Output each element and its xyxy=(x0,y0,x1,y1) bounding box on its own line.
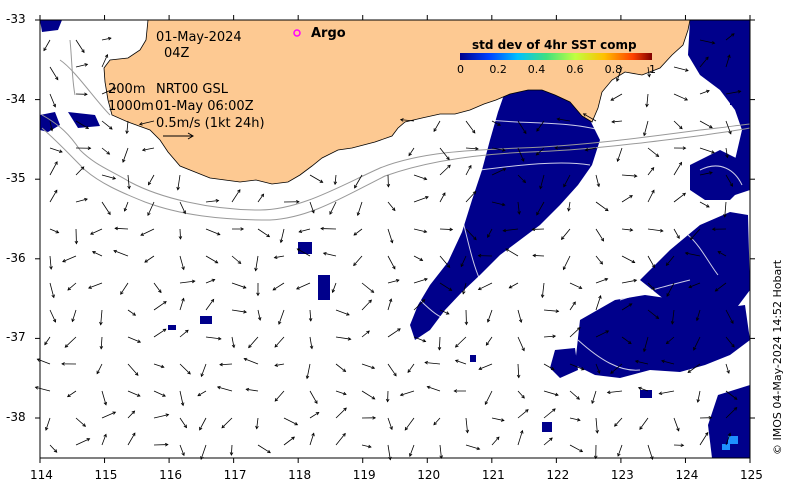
x-tick-label: 122 xyxy=(546,468,570,482)
x-tick-label: 124 xyxy=(675,468,699,482)
x-tick-label: 114 xyxy=(30,468,53,482)
x-tick-label: 125 xyxy=(740,468,763,482)
colorbar-tick: 0.6 xyxy=(566,63,584,76)
argo-label: Argo xyxy=(311,26,346,41)
isobath-label-1000: 1000m xyxy=(108,99,154,114)
x-tick-label: 115 xyxy=(94,468,118,482)
x-tick-label: 119 xyxy=(352,468,376,482)
map-hour: 04Z xyxy=(164,46,190,61)
colorbar-tick: 0.4 xyxy=(527,63,546,76)
isobath-lines xyxy=(41,39,751,221)
colorbar-tick: 0.8 xyxy=(604,63,623,76)
colorbar xyxy=(460,53,652,60)
x-tick-label: 123 xyxy=(610,468,634,482)
x-tick-label: 121 xyxy=(481,468,505,482)
land-mass xyxy=(103,19,691,185)
model-time: 01-May 06:00Z xyxy=(155,99,254,114)
y-tick-label: -35 xyxy=(6,171,26,186)
scale-label: 0.5m/s (1kt 24h) xyxy=(156,116,265,131)
x-tick-label: 116 xyxy=(159,468,182,482)
sst-high-values xyxy=(722,436,738,450)
y-tick-label: -36 xyxy=(6,250,26,265)
colorbar-tick: 1 xyxy=(649,63,656,76)
current-vectors xyxy=(34,33,742,461)
y-tick-label: -34 xyxy=(6,91,26,106)
y-tick-label: -37 xyxy=(6,330,26,345)
x-tick-label: 120 xyxy=(417,468,441,482)
map-date: 01-May-2024 xyxy=(156,30,242,45)
sst-data-patches xyxy=(40,20,750,458)
x-tick-label: 117 xyxy=(223,468,247,482)
colorbar-tick: 0 xyxy=(457,63,464,76)
colorbar-title: std dev of 4hr SST comp xyxy=(472,38,637,52)
x-tick-label: 118 xyxy=(288,468,312,482)
model-source: NRT00 GSL xyxy=(156,82,228,97)
argo-marker xyxy=(293,29,301,37)
isobath-label-200: 200m xyxy=(108,82,146,97)
credit-text: © IMOS 04-May-2024 14:52 Hobart xyxy=(771,259,784,455)
colorbar-tick: 0.2 xyxy=(489,63,507,76)
plot-frame xyxy=(39,19,751,459)
y-tick-label: -33 xyxy=(6,12,26,26)
y-tick-label: -38 xyxy=(6,410,26,424)
scale-arrow xyxy=(163,132,194,140)
